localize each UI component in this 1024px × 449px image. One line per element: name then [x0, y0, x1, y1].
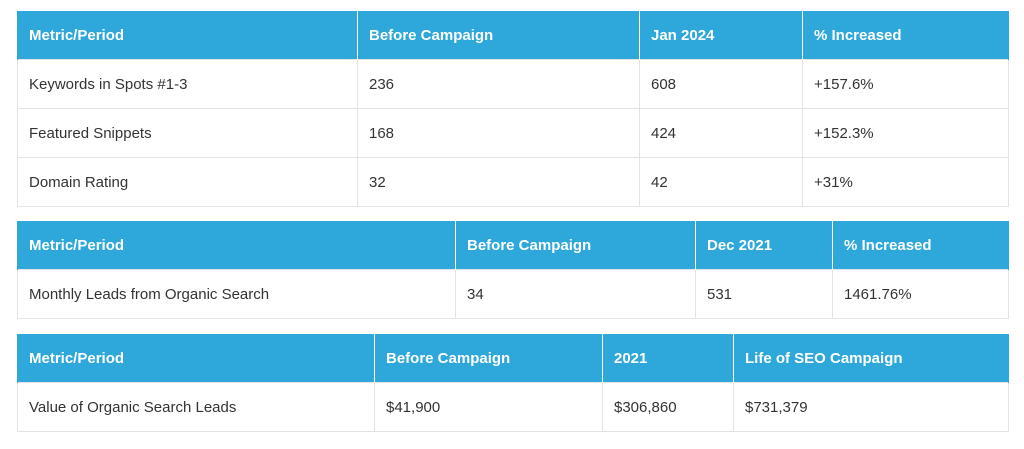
table-row: Monthly Leads from Organic Search 34 531…: [17, 269, 1009, 319]
column-header: % Increased: [832, 221, 1009, 270]
table-cell: 1461.76%: [832, 269, 1009, 319]
table-cell: Monthly Leads from Organic Search: [17, 269, 456, 319]
column-header: Metric/Period: [17, 334, 375, 383]
table-cell: 42: [639, 157, 803, 207]
table-cell: 34: [455, 269, 696, 319]
table-cell: +31%: [802, 157, 1009, 207]
column-header: Life of SEO Campaign: [733, 334, 1009, 383]
table-row: Value of Organic Search Leads $41,900 $3…: [17, 382, 1009, 432]
table-cell: 608: [639, 59, 803, 109]
table-cell: $41,900: [374, 382, 603, 432]
table-cell: 424: [639, 108, 803, 158]
table-header-row: Metric/Period Before Campaign 2021 Life …: [17, 334, 1009, 383]
table-cell: 236: [357, 59, 640, 109]
table-row: Domain Rating 32 42 +31%: [17, 157, 1009, 207]
table-row: Keywords in Spots #1-3 236 608 +157.6%: [17, 59, 1009, 109]
column-header: Before Campaign: [357, 11, 640, 60]
table-cell: $306,860: [602, 382, 734, 432]
table-cell: Featured Snippets: [17, 108, 358, 158]
table-cell: 168: [357, 108, 640, 158]
table-header-row: Metric/Period Before Campaign Dec 2021 %…: [17, 221, 1009, 270]
table-cell: Value of Organic Search Leads: [17, 382, 375, 432]
table-cell: +152.3%: [802, 108, 1009, 158]
column-header: Metric/Period: [17, 11, 358, 60]
table-cell: 32: [357, 157, 640, 207]
lead-value-metrics-table: Metric/Period Before Campaign 2021 Life …: [17, 334, 1009, 432]
table-row: Featured Snippets 168 424 +152.3%: [17, 108, 1009, 158]
column-header: Jan 2024: [639, 11, 803, 60]
column-header: Dec 2021: [695, 221, 833, 270]
keywords-metrics-table: Metric/Period Before Campaign Jan 2024 %…: [17, 11, 1009, 207]
column-header: 2021: [602, 334, 734, 383]
table-header-row: Metric/Period Before Campaign Jan 2024 %…: [17, 11, 1009, 60]
table-cell: Domain Rating: [17, 157, 358, 207]
leads-metrics-table: Metric/Period Before Campaign Dec 2021 %…: [17, 221, 1009, 319]
table-cell: Keywords in Spots #1-3: [17, 59, 358, 109]
table-cell: 531: [695, 269, 833, 319]
table-cell: $731,379: [733, 382, 1009, 432]
column-header: Before Campaign: [455, 221, 696, 270]
column-header: Metric/Period: [17, 221, 456, 270]
column-header: Before Campaign: [374, 334, 603, 383]
column-header: % Increased: [802, 11, 1009, 60]
table-cell: +157.6%: [802, 59, 1009, 109]
